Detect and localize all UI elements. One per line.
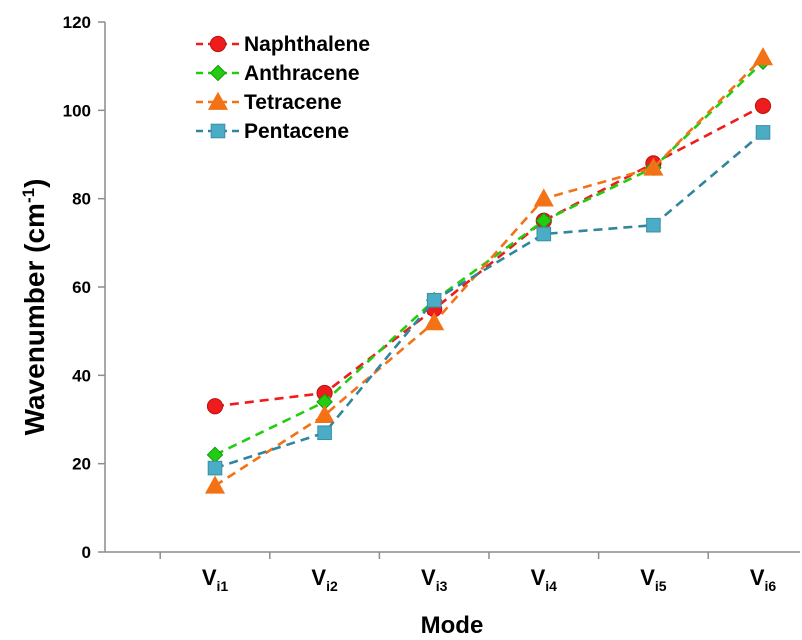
x-tick-label-base: V (311, 565, 326, 590)
x-tick-label-base: V (421, 565, 436, 590)
x-tick-label: Vi2 (311, 565, 338, 594)
x-tick-label-base: V (531, 565, 546, 590)
legend: Naphthalene Anthracene Tetracene Pentacene (196, 33, 370, 143)
x-tick-label: Vi1 (202, 565, 229, 594)
series-naphthalene (206, 97, 772, 415)
x-tick-label: Vi6 (750, 565, 777, 594)
y-tick-label: 20 (72, 455, 91, 474)
y-axis-title-main: Wavenumber (cm (19, 203, 50, 435)
data-point (204, 475, 226, 494)
series-layer (204, 47, 774, 494)
data-point (206, 398, 224, 415)
data-point (536, 226, 552, 242)
legend-label: Anthracene (244, 62, 360, 85)
data-point (754, 97, 772, 115)
x-tick-label: Vi3 (421, 565, 448, 594)
y-axis-title: Wavenumber (cm-1) (19, 179, 50, 436)
legend-marker (209, 64, 227, 82)
data-point (752, 47, 774, 66)
x-tick-label-sub: i1 (217, 578, 229, 594)
data-point (426, 292, 442, 308)
legend-label: Pentacene (244, 120, 349, 143)
x-tick-label-base: V (202, 565, 217, 590)
data-point (533, 188, 554, 207)
y-tick-label: 120 (63, 13, 91, 32)
x-tick-label-sub: i3 (436, 578, 448, 594)
series-pentacene (207, 125, 771, 476)
legend-item: Anthracene (196, 62, 360, 85)
y-axis-title-sup: -1 (19, 188, 38, 203)
legend-marker (209, 35, 227, 53)
y-axis-title-close: ) (19, 179, 50, 188)
y-ticks: 0 20 40 60 80 100 120 (63, 13, 105, 562)
y-tick-label: 60 (72, 278, 91, 297)
legend-label: Tetracene (244, 91, 342, 114)
series-line (214, 60, 764, 457)
x-tick-label-sub: i4 (545, 578, 557, 594)
series-tetracene (204, 47, 774, 494)
series-line (214, 56, 764, 487)
x-tick-label: Vi5 (640, 565, 667, 594)
data-point (317, 425, 332, 441)
series-line (214, 104, 764, 408)
data-point (643, 157, 664, 176)
x-axis-title: Mode (421, 612, 484, 639)
legend-item: Pentacene (196, 120, 349, 143)
data-point (314, 404, 335, 423)
x-tick-label-base: V (750, 565, 765, 590)
legend-marker (207, 91, 229, 110)
y-tick-label: 80 (72, 190, 91, 209)
series-anthracene (206, 53, 772, 464)
legend-item: Naphthalene (196, 33, 370, 56)
y-tick-label: 40 (72, 366, 91, 385)
series-line (214, 131, 764, 470)
legend-item: Tetracene (196, 91, 342, 114)
x-tick-label: Vi4 (531, 565, 558, 594)
data-point (206, 446, 224, 464)
y-tick-label: 100 (63, 101, 91, 120)
x-tick-label-base: V (640, 565, 655, 590)
data-point (424, 312, 445, 331)
y-tick-label: 0 (82, 543, 91, 562)
x-tick-label-sub: i5 (655, 578, 667, 594)
legend-label: Naphthalene (244, 33, 370, 56)
data-point (646, 217, 661, 233)
x-tick-label-sub: i6 (765, 578, 777, 594)
x-ticks: Vi1 Vi2 Vi3 Vi4 Vi5 Vi6 (159, 552, 777, 594)
data-point (207, 460, 223, 476)
data-point (755, 125, 771, 140)
legend-marker (210, 123, 226, 139)
x-tick-label-sub: i2 (326, 578, 338, 594)
